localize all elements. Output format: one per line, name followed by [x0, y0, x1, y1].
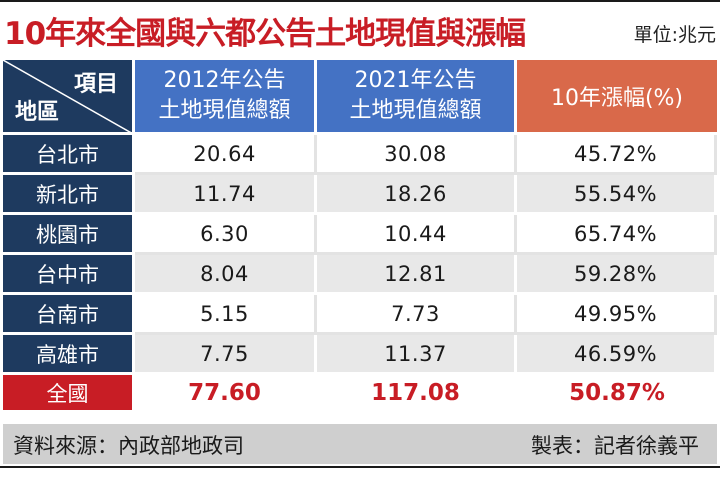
value-2012-cell: 7.75: [135, 335, 317, 375]
total-region-cell: 全國: [3, 375, 135, 413]
growth-cell: 45.72%: [517, 135, 717, 175]
region-cell: 台南市: [3, 295, 135, 335]
table-row: 桃園市 6.30 10.44 65.74%: [3, 215, 717, 255]
page-title: 10年來全國與六都公告土地現值與漲幅: [4, 16, 526, 52]
total-2021-cell: 117.08: [317, 375, 517, 413]
col-header-2021: 2021年公告 土地現值總額: [317, 60, 517, 135]
col-header-2012-line2: 土地現值總額: [158, 98, 291, 123]
table-row: 新北市 11.74 18.26 55.54%: [3, 175, 717, 215]
growth-cell: 55.54%: [517, 175, 717, 215]
region-cell: 高雄市: [3, 335, 135, 375]
col-header-2021-line2: 土地現值總額: [349, 98, 482, 123]
growth-cell: 65.74%: [517, 215, 717, 255]
total-2012-cell: 77.60: [135, 375, 317, 413]
col-header-growth: 10年漲幅(%): [517, 60, 717, 135]
corner-header: 項目 地區: [3, 60, 135, 135]
bottom-rule: [0, 466, 720, 468]
value-2012-cell: 11.74: [135, 175, 317, 215]
value-2012-cell: 8.04: [135, 255, 317, 295]
source-note: 資料來源：內政部地政司: [13, 434, 244, 458]
region-cell: 桃園市: [3, 215, 135, 255]
table-row: 台北市 20.64 30.08 45.72%: [3, 135, 717, 175]
unit-label: 單位:兆元: [633, 24, 716, 46]
region-cell: 台北市: [3, 135, 135, 175]
growth-cell: 59.28%: [517, 255, 717, 295]
region-cell: 新北市: [3, 175, 135, 215]
value-2021-cell: 30.08: [317, 135, 517, 175]
value-2012-cell: 20.64: [135, 135, 317, 175]
data-table: 項目 地區 2012年公告 土地現值總額 2021年公告 土地現值總額 10年漲…: [3, 60, 717, 413]
growth-cell: 46.59%: [517, 335, 717, 375]
value-2012-cell: 5.15: [135, 295, 317, 335]
col-header-2012: 2012年公告 土地現值總額: [135, 60, 317, 135]
region-cell: 台中市: [3, 255, 135, 295]
corner-region-label: 地區: [15, 100, 60, 125]
title-bar: 10年來全國與六都公告土地現值與漲幅 單位:兆元: [0, 0, 720, 60]
corner-item-label: 項目: [73, 72, 118, 97]
col-header-2021-line1: 2021年公告: [354, 68, 477, 93]
table-row: 台中市 8.04 12.81 59.28%: [3, 255, 717, 295]
growth-cell: 49.95%: [517, 295, 717, 335]
value-2021-cell: 18.26: [317, 175, 517, 215]
value-2021-cell: 11.37: [317, 335, 517, 375]
footer-bar: 資料來源：內政部地政司 製表：記者徐義平: [3, 424, 717, 464]
value-2012-cell: 6.30: [135, 215, 317, 255]
credit-note: 製表：記者徐義平: [531, 434, 699, 458]
table-row: 台南市 5.15 7.73 49.95%: [3, 295, 717, 335]
header-row: 項目 地區 2012年公告 土地現值總額 2021年公告 土地現值總額 10年漲…: [3, 60, 717, 135]
value-2021-cell: 7.73: [317, 295, 517, 335]
value-2021-cell: 12.81: [317, 255, 517, 295]
value-2021-cell: 10.44: [317, 215, 517, 255]
total-growth-cell: 50.87%: [517, 375, 717, 413]
table-row: 高雄市 7.75 11.37 46.59%: [3, 335, 717, 375]
col-header-2012-line1: 2012年公告: [163, 68, 286, 93]
diagonal-divider: [3, 60, 132, 132]
total-row: 全國 77.60 117.08 50.87%: [3, 375, 717, 413]
